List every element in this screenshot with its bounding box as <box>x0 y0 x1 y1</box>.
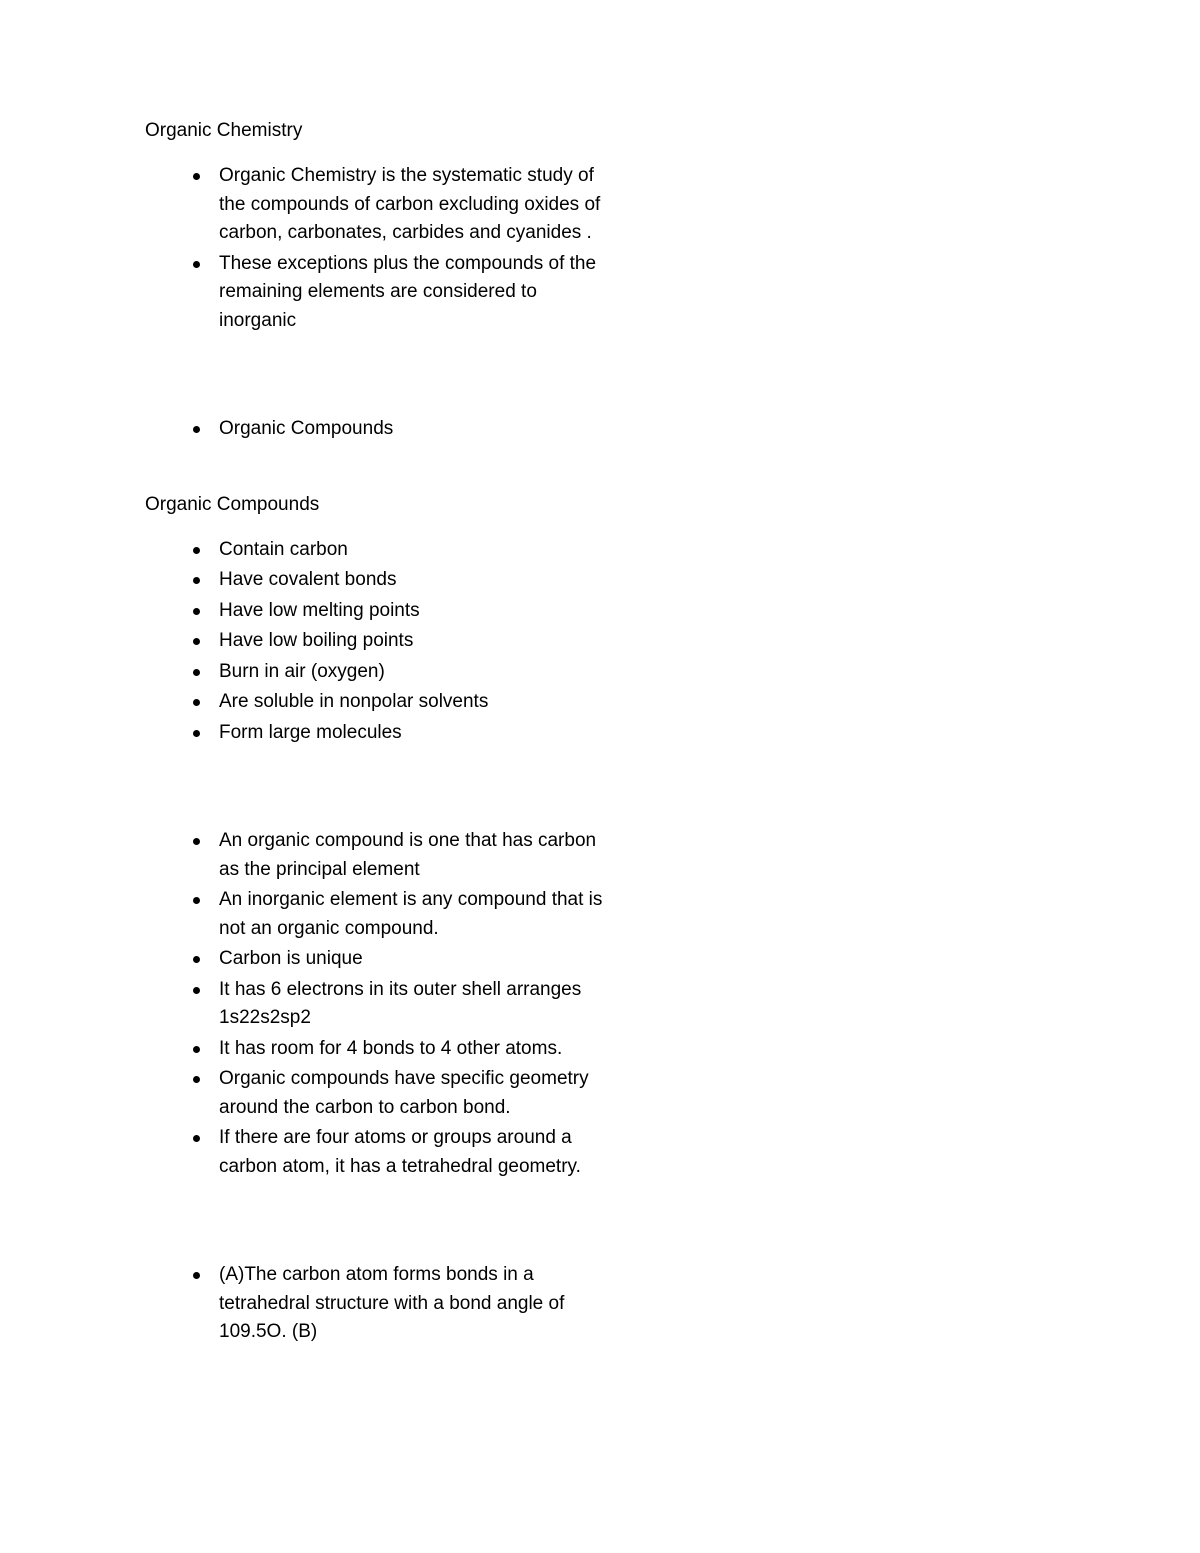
list-item: Have low melting points <box>193 597 605 626</box>
list-item: Carbon is unique <box>193 945 605 974</box>
list-item: Form large molecules <box>193 719 605 748</box>
list-item: It has room for 4 bonds to 4 other atoms… <box>193 1035 605 1064</box>
bullet-list-3: An organic compound is one that has carb… <box>145 827 605 1181</box>
section-title-1: Organic Chemistry <box>145 120 605 142</box>
section-title-2: Organic Compounds <box>145 494 605 516</box>
bullet-list-1: Organic Chemistry is the systematic stud… <box>145 162 605 335</box>
list-item: These exceptions plus the compounds of t… <box>193 250 605 336</box>
list-item: If there are four atoms or groups around… <box>193 1124 605 1181</box>
list-item: Are soluble in nonpolar solvents <box>193 688 605 717</box>
list-item: An organic compound is one that has carb… <box>193 827 605 884</box>
list-item: Have low boiling points <box>193 627 605 656</box>
list-item: Have covalent bonds <box>193 566 605 595</box>
list-item: (A)The carbon atom forms bonds in a tetr… <box>193 1261 605 1347</box>
list-item: Organic Compounds <box>193 415 605 444</box>
list-item: Burn in air (oxygen) <box>193 658 605 687</box>
list-item: Organic compounds have specific geometry… <box>193 1065 605 1122</box>
list-item: An inorganic element is any compound tha… <box>193 886 605 943</box>
bullet-list-4: (A)The carbon atom forms bonds in a tetr… <box>145 1261 605 1347</box>
bullet-list-2: Contain carbon Have covalent bonds Have … <box>145 536 605 748</box>
list-item: Organic Chemistry is the systematic stud… <box>193 162 605 248</box>
list-item: It has 6 electrons in its outer shell ar… <box>193 976 605 1033</box>
bullet-list-1b: Organic Compounds <box>145 415 605 444</box>
list-item: Contain carbon <box>193 536 605 565</box>
